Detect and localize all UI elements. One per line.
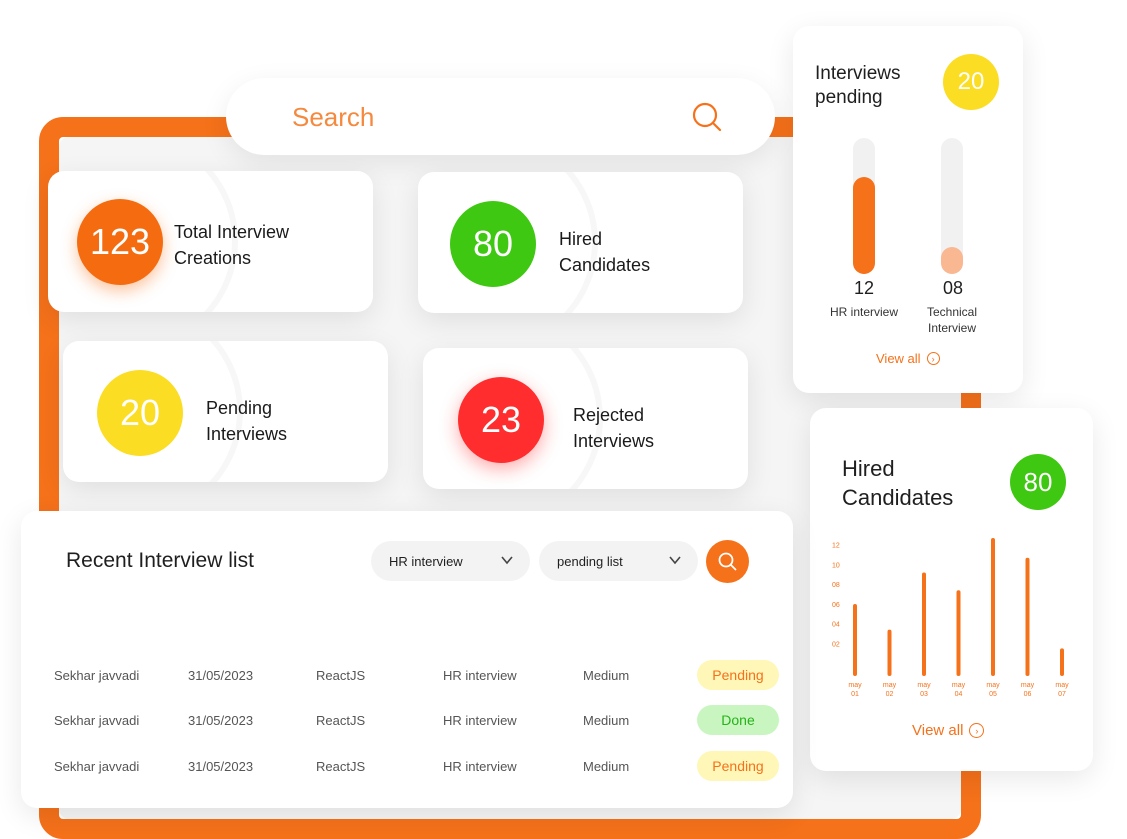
card-title: Interviews pending [815,63,901,108]
difficulty-level: Medium [583,759,630,774]
x-tick-label: 05 [989,691,997,698]
stat-label: Pending Interviews [206,398,288,444]
y-tick-label: 02 [832,641,840,648]
interview-round: HR interview [443,668,517,683]
status-badge[interactable]: Pending [697,751,779,781]
x-tick-label: may [848,682,862,689]
view-all-label: View all [912,722,964,739]
x-tick-label: may [883,682,897,689]
table-row[interactable]: Sekhar javvadi 31/05/2023 ReactJS HR int… [21,658,793,694]
chart-bar [1025,557,1030,676]
interview-date: 31/05/2023 [188,713,254,728]
view-all-label: View all [876,351,921,366]
interview-round: HR interview [443,759,517,774]
y-tick-label: 10 [832,562,840,569]
stat-value-circle: 123 [77,199,163,285]
stat-label: Hired Candidates [559,229,651,275]
chart-bar [887,629,892,676]
x-tick-label: may [917,682,931,689]
hired-candidates-bar-chart: 02 04 06 08 10 12 14 may 01 may 02 may 03 may 04 may 05 m… [832,528,1069,698]
y-tick-label: 08 [832,582,840,589]
difficulty-level: Medium [583,668,630,683]
technology: ReactJS [316,668,366,683]
technical-interview-count: 08 [942,278,964,298]
x-tick-label: 01 [851,691,859,698]
x-tick-label: may [952,682,966,689]
card-title: Hired Candidates [842,456,954,510]
search-bar[interactable] [226,78,775,155]
search-icon[interactable] [692,102,722,132]
pending-view-all-link[interactable]: View all › [876,351,940,366]
status-badge[interactable]: Done [697,705,779,735]
technology: ReactJS [316,759,366,774]
technical-interview-bar-track [941,138,963,274]
interview-type-dropdown[interactable]: HR interview [371,541,530,581]
chart-bar [956,590,961,676]
chevron-down-icon [669,556,681,565]
interviews-pending-card: Interviews pending 20 12 HR interview 08… [793,26,1023,393]
chevron-right-icon: › [969,723,985,738]
stat-label: Rejected Interviews [573,405,655,451]
hired-count-badge: 80 [1010,454,1066,510]
x-tick-label: 02 [886,691,894,698]
search-input[interactable] [292,100,672,134]
recent-interview-list-card: Recent Interview list HR interview pendi… [21,511,793,808]
interview-date: 31/05/2023 [188,759,254,774]
chart-bar [853,604,857,676]
x-tick-label: may [1021,682,1035,689]
interview-date: 31/05/2023 [188,668,254,683]
hr-interview-count: 12 [853,278,875,298]
list-title: Recent Interview list [66,549,254,572]
stat-value-circle: 20 [97,370,183,456]
hr-interview-bar-fill [853,177,875,274]
technical-interview-bar-fill [941,247,963,274]
x-tick-label: 07 [1058,691,1066,698]
technology: ReactJS [316,713,366,728]
chart-bar [922,572,926,676]
hr-interview-label: HR interview [829,305,898,319]
list-search-button[interactable] [706,540,749,583]
search-icon [718,552,737,571]
candidate-name: Sekhar javvadi [54,713,140,728]
y-tick-label: 12 [832,543,840,550]
candidate-name: Sekhar javvadi [54,759,140,774]
status-filter-dropdown[interactable]: pending list [539,541,698,581]
stat-card-rejected-interviews[interactable]: 23 Rejected Interviews [423,348,748,489]
pending-count-badge: 20 [943,54,999,110]
x-tick-label: may [986,682,1000,689]
stat-value-circle: 80 [450,201,536,287]
chevron-down-icon [501,556,513,565]
table-row[interactable]: Sekhar javvadi 31/05/2023 ReactJS HR int… [21,749,793,785]
stat-card-total-interviews[interactable]: 123 Total Interview Creations [48,171,373,312]
y-tick-label: 06 [832,602,840,609]
chart-bar [991,538,995,676]
dropdown-value: HR interview [389,553,463,569]
hired-candidates-chart-card: Hired Candidates 80 02 04 06 08 10 12 14 may 01 m… [810,408,1093,771]
hr-interview-bar-track [853,138,875,274]
chart-bar [1060,648,1064,676]
stat-value-circle: 23 [458,377,544,463]
candidate-name: Sekhar javvadi [54,668,140,683]
difficulty-level: Medium [583,713,630,728]
y-tick-label: 04 [832,622,840,629]
technical-interview-label: Technical Interview [926,305,978,335]
dropdown-value: pending list [557,553,623,569]
hired-view-all-link[interactable]: View all › [912,722,985,739]
x-tick-label: 06 [1024,691,1032,698]
interview-round: HR interview [443,713,517,728]
x-tick-label: 04 [955,691,963,698]
chevron-right-icon: › [926,352,940,365]
stat-card-pending-interviews[interactable]: 20 Pending Interviews [63,341,388,482]
x-tick-label: may [1055,682,1069,689]
table-row[interactable]: Sekhar javvadi 31/05/2023 ReactJS HR int… [21,703,793,739]
y-tick-label: 14 [832,528,840,530]
stat-label: Total Interview Creations [174,222,290,268]
status-badge[interactable]: Pending [697,660,779,690]
x-tick-label: 03 [920,691,928,698]
stat-card-hired-candidates[interactable]: 80 Hired Candidates [418,172,743,313]
